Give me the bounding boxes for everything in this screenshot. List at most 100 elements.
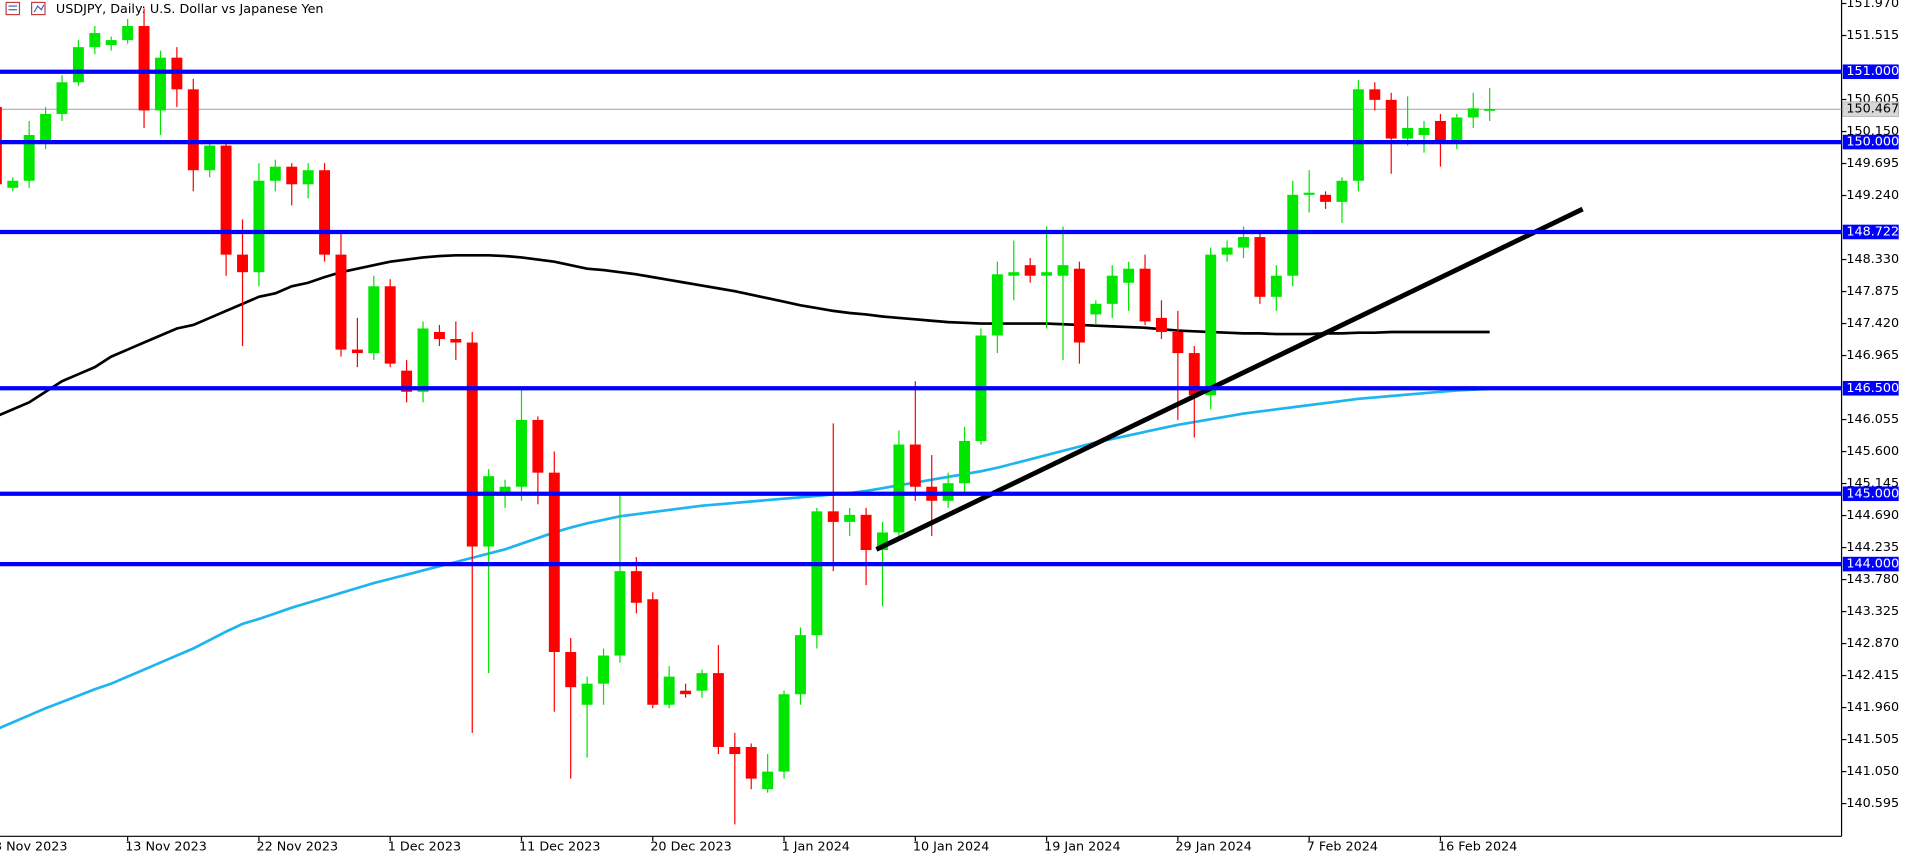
candle-body [1155,317,1167,332]
candle-body [516,419,527,487]
candle-body [105,40,117,46]
candle-body [1336,180,1348,202]
level-label-box [1842,224,1899,240]
candle-body [663,676,675,705]
candle-body [877,532,888,551]
candle-body [1205,254,1217,396]
candle-body [56,82,68,114]
candle-body [204,145,216,171]
y-tick-label: 141.960 [1846,700,1899,715]
candle-body [745,746,757,779]
y-tick-label: 141.505 [1846,732,1899,747]
x-tick-label: 22 Nov 2023 [256,840,338,855]
candle-body [565,652,577,688]
candle-body [122,26,134,41]
level-label: 148.722 [1846,224,1899,239]
candle-body [269,166,281,181]
candle-body [351,349,363,354]
x-tick-label: 19 Jan 2024 [1044,840,1120,855]
candle-body [778,694,790,772]
candle-body [647,599,659,705]
candle-body [762,771,774,790]
candle-body [302,170,314,185]
level-label: 144.000 [1846,557,1899,572]
candle-body [401,370,413,392]
y-tick-label: 144.235 [1846,540,1899,555]
candle-body [1352,89,1364,181]
icon [5,1,21,16]
y-tick-label: 146.055 [1846,412,1899,427]
candle-body [417,328,429,392]
candle-body [909,444,921,487]
y-tick-label: 143.325 [1846,604,1899,619]
candle-body [1385,99,1397,139]
candle-body [450,339,462,343]
candle-body [1090,303,1102,315]
candle-body [23,135,35,181]
candle-body [1041,272,1053,276]
level-label-box [1842,486,1899,502]
candle-body [696,673,708,691]
candle-body [433,331,445,340]
level-label: 146.500 [1846,381,1899,396]
y-tick-label: 145.600 [1846,444,1899,459]
y-tick-label: 147.420 [1846,316,1899,331]
candle-body [959,441,971,484]
candle-body [598,655,609,684]
candle-body [1123,268,1135,283]
candle-body [1172,331,1184,354]
x-tick-label: 1 Dec 2023 [388,840,461,855]
candle-body [154,57,166,111]
candle-body [1221,247,1233,255]
x-tick-label: 10 Jan 2024 [913,840,989,855]
x-tick-label: 29 Jan 2024 [1175,840,1251,855]
candle-body [1008,272,1020,276]
candle-body [680,690,692,695]
chart-title: USDJPY, Daily: U.S. Dollar vs Japanese Y… [56,2,324,17]
candle-body [1139,268,1151,322]
candle-body [811,511,823,636]
candle-body [1238,237,1249,248]
candle-body [860,514,872,551]
level-label-box [1842,134,1899,150]
candle-body [7,180,19,188]
level-label: 151.000 [1846,64,1899,79]
candle-body [630,571,642,603]
y-tick-label: 142.870 [1846,636,1899,651]
candle-body [712,673,724,747]
x-tick-label: 7 Feb 2024 [1307,840,1378,855]
candle-body [499,486,511,494]
candle-body [138,26,150,111]
candle-body [89,33,101,48]
candle-body [286,166,298,185]
candle-body [466,342,478,547]
candle-body [40,113,52,143]
x-tick-label: 13 Nov 2023 [125,840,207,855]
y-tick-label: 149.695 [1846,156,1899,171]
level-label-box [1842,380,1899,396]
y-tick-label: 148.330 [1846,252,1899,267]
candle-body [384,286,396,364]
symbol-icons [5,1,46,16]
candle-body [1402,128,1414,139]
icon-line [33,4,45,13]
y-tick-label: 141.050 [1846,764,1899,779]
candle-body [1106,275,1118,304]
candle-body [1254,237,1266,297]
plot-area [0,8,1842,825]
candle-body [253,180,265,273]
candle-body [581,683,593,705]
candle-body [1434,120,1446,143]
x-tick-label: 20 Dec 2023 [650,840,731,855]
candle-body [827,511,839,522]
candle-body [1303,192,1315,195]
candle-body [72,47,84,83]
candle-body [319,170,331,255]
moving-average-line [0,387,1490,730]
candle-body [483,476,495,547]
candle-body [1369,89,1381,100]
x-tick-label: 16 Feb 2024 [1438,840,1517,855]
candle-body [1024,265,1036,276]
